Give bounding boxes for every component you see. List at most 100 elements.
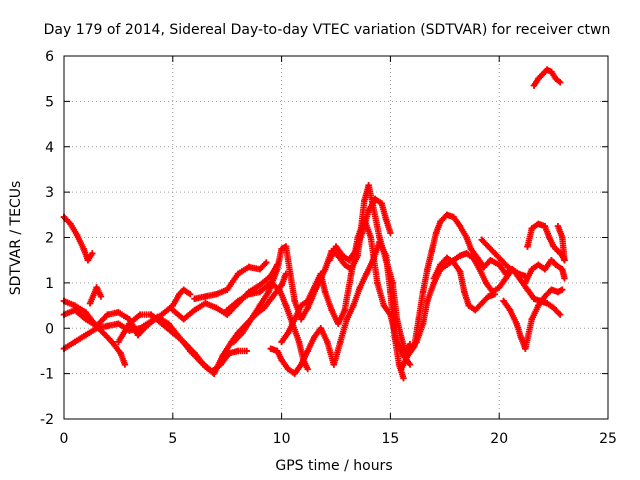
data-point: [541, 222, 549, 230]
data-point: [256, 288, 264, 296]
data-point: [437, 261, 444, 268]
data-point: [382, 252, 390, 259]
data-point: [202, 293, 209, 300]
data-point: [295, 338, 303, 346]
data-point: [339, 252, 346, 259]
data-point: [104, 322, 111, 330]
data-point: [524, 286, 531, 293]
data-point: [437, 218, 444, 225]
axis-ticks: 0 5 10 15 20 25 -2 -1 0 1 2 3 4 5 6: [40, 49, 617, 447]
series-trace-19: [522, 256, 568, 287]
data-point: [365, 207, 372, 214]
data-point: [341, 306, 348, 314]
data-point: [443, 261, 451, 268]
data-point: [341, 261, 348, 268]
data-point: [491, 250, 499, 257]
data-point: [291, 315, 298, 323]
data-point: [550, 243, 557, 250]
data-point: [326, 256, 333, 264]
data-point: [115, 338, 122, 346]
data-point: [530, 295, 538, 302]
data-point: [463, 234, 470, 241]
data-point: [491, 291, 499, 298]
data-point: [134, 331, 142, 339]
data-point: [180, 338, 187, 346]
data-point: [99, 329, 107, 336]
data-point: [278, 356, 285, 364]
data-point: [456, 252, 464, 259]
data-point: [419, 320, 427, 327]
data-point: [256, 302, 264, 309]
data-point: [287, 270, 294, 277]
data-point: [263, 259, 270, 266]
data-point: [528, 225, 536, 232]
data-point: [487, 256, 494, 264]
data-points: [60, 66, 568, 382]
data-point: [424, 297, 431, 305]
y-tick-label: 0: [45, 321, 54, 337]
data-point: [463, 250, 470, 257]
data-point: [528, 266, 536, 273]
data-point: [561, 275, 568, 282]
data-point: [89, 250, 96, 257]
data-point: [158, 320, 166, 327]
data-point: [180, 286, 187, 293]
data-point: [202, 363, 209, 371]
series-trace-13: [326, 195, 394, 264]
data-point: [517, 334, 525, 341]
data-point: [317, 270, 324, 277]
series-trace-20: [524, 220, 568, 264]
data-point: [245, 263, 253, 271]
data-point: [330, 361, 338, 368]
data-point: [234, 297, 242, 305]
data-point: [284, 329, 292, 336]
data-point: [328, 306, 335, 314]
data-point: [559, 252, 566, 259]
data-point: [472, 306, 479, 314]
data-point: [304, 347, 311, 355]
data-point: [535, 75, 542, 82]
data-point: [413, 338, 420, 346]
data-point: [345, 256, 353, 264]
data-point: [234, 347, 242, 355]
data-point: [354, 252, 361, 259]
data-point: [180, 315, 187, 323]
data-point: [202, 300, 209, 307]
data-point: [80, 245, 87, 253]
data-point: [115, 309, 122, 316]
data-point: [541, 293, 549, 300]
data-point: [297, 361, 305, 368]
y-tick-label: 6: [45, 49, 54, 65]
data-point: [297, 302, 305, 309]
grid-lines: [64, 56, 608, 419]
data-point: [224, 286, 231, 293]
data-point: [476, 266, 483, 273]
series-trace-18: [500, 286, 566, 352]
data-point: [522, 279, 529, 287]
data-point: [169, 306, 176, 314]
data-point: [361, 198, 368, 205]
data-point: [332, 243, 340, 250]
data-point: [406, 361, 414, 368]
data-point: [93, 284, 100, 291]
data-point: [500, 297, 507, 305]
data-point: [234, 270, 242, 277]
data-point: [554, 222, 562, 230]
data-point: [443, 254, 451, 262]
data-point: [363, 270, 370, 277]
series-trace-21: [530, 66, 564, 89]
data-point: [428, 247, 435, 255]
data-point: [213, 304, 220, 312]
data-point: [548, 68, 555, 76]
data-point: [543, 66, 551, 73]
y-tick-label: 1: [45, 276, 54, 292]
data-point: [104, 311, 111, 318]
data-point: [393, 338, 401, 346]
data-point: [432, 229, 440, 237]
data-point: [374, 279, 381, 287]
data-point: [117, 350, 124, 357]
data-point: [343, 315, 351, 323]
data-point: [121, 361, 129, 368]
x-tick-label: 5: [168, 431, 177, 447]
data-point: [284, 365, 292, 373]
